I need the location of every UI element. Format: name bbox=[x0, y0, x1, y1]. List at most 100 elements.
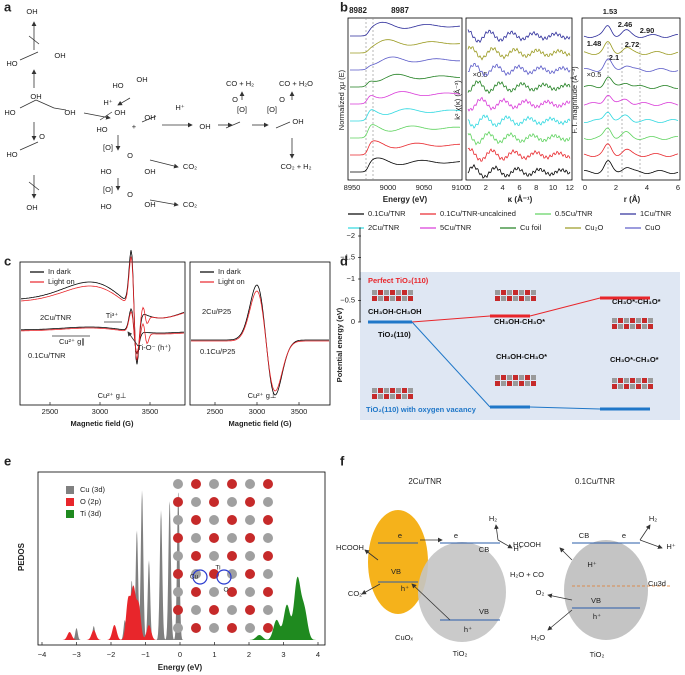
curve bbox=[584, 111, 679, 123]
panel-letter: a bbox=[4, 0, 12, 14]
curve bbox=[191, 290, 329, 392]
atom bbox=[384, 394, 389, 399]
curve bbox=[350, 91, 461, 105]
atom bbox=[501, 381, 506, 386]
atom bbox=[390, 394, 395, 399]
atom bbox=[624, 378, 629, 383]
atom bbox=[378, 388, 383, 393]
atom bbox=[531, 375, 536, 380]
atom bbox=[227, 479, 237, 489]
atom bbox=[519, 296, 524, 301]
label: 2Cu/TNR bbox=[40, 313, 72, 322]
label: Magnetic field (G) bbox=[229, 419, 292, 428]
label: 8982 bbox=[349, 6, 367, 15]
label: Energy (eV) bbox=[383, 195, 428, 204]
label: −1 bbox=[141, 650, 150, 659]
atom bbox=[618, 384, 623, 389]
label: −2 bbox=[346, 231, 355, 240]
curve bbox=[350, 21, 461, 37]
atom bbox=[245, 623, 255, 633]
arrow bbox=[411, 583, 451, 621]
label: Cu bbox=[190, 574, 199, 581]
arrow bbox=[639, 539, 663, 549]
curve bbox=[21, 307, 184, 355]
atom bbox=[396, 394, 401, 399]
atom bbox=[263, 623, 273, 633]
atom bbox=[513, 375, 518, 380]
atom bbox=[191, 497, 201, 507]
label: H₂ bbox=[489, 514, 497, 523]
atom bbox=[384, 290, 389, 295]
atom bbox=[630, 324, 635, 329]
atom bbox=[648, 378, 653, 383]
curve bbox=[468, 63, 571, 77]
curve bbox=[583, 94, 679, 106]
atom bbox=[636, 384, 641, 389]
label: F.T. magnitude (Å⁻³) bbox=[570, 66, 579, 134]
atom bbox=[390, 388, 395, 393]
atom bbox=[378, 394, 383, 399]
label: TiO₂(110) bbox=[378, 330, 411, 339]
bond bbox=[19, 51, 39, 61]
label: 3000 bbox=[92, 407, 109, 416]
atom bbox=[507, 381, 512, 386]
atom bbox=[173, 533, 183, 543]
atom bbox=[173, 515, 183, 525]
curve bbox=[467, 29, 571, 44]
atom bbox=[263, 587, 273, 597]
line bbox=[28, 181, 40, 191]
atom bbox=[227, 587, 237, 597]
legend-label: 5Cu/TNR bbox=[440, 223, 472, 232]
atom bbox=[390, 296, 395, 301]
plot-frame bbox=[465, 17, 573, 181]
label: k² χ(κ) (Å⁻³) bbox=[453, 80, 462, 120]
label: 2.1 bbox=[609, 53, 619, 62]
arrow bbox=[547, 593, 573, 601]
chem-label: OH bbox=[136, 75, 147, 84]
atom bbox=[495, 296, 500, 301]
atom bbox=[408, 388, 413, 393]
connector bbox=[411, 321, 491, 408]
atom bbox=[507, 375, 512, 380]
atom bbox=[227, 623, 237, 633]
label: VB bbox=[479, 607, 489, 616]
atom bbox=[618, 324, 623, 329]
label: Cu²⁺ g∥ bbox=[59, 337, 85, 346]
label: 4 bbox=[316, 650, 320, 659]
label: 12 bbox=[566, 183, 574, 192]
chem-label: O bbox=[279, 95, 285, 104]
chem-label: OH bbox=[114, 108, 125, 117]
atom bbox=[209, 533, 219, 543]
chem-label: O bbox=[127, 151, 133, 160]
line bbox=[28, 35, 40, 45]
label: H⁺ bbox=[513, 544, 522, 553]
label: H₂ bbox=[649, 514, 657, 523]
label: HCOOH bbox=[336, 543, 364, 552]
label: H₂O bbox=[531, 633, 545, 642]
atom bbox=[519, 375, 524, 380]
atom bbox=[372, 290, 377, 295]
curve bbox=[467, 96, 571, 112]
atom bbox=[245, 515, 255, 525]
atom bbox=[191, 605, 201, 615]
atom bbox=[501, 290, 506, 295]
atom bbox=[636, 324, 641, 329]
atom bbox=[525, 296, 530, 301]
label: TiO₂(110) with oxygen vacancy bbox=[366, 405, 477, 414]
label: Potential energy (eV) bbox=[335, 307, 344, 382]
atom bbox=[227, 515, 237, 525]
atom bbox=[402, 394, 407, 399]
atom bbox=[501, 375, 506, 380]
label: e bbox=[622, 531, 626, 540]
atom bbox=[402, 290, 407, 295]
label: O₂ bbox=[536, 588, 545, 597]
label: 1 bbox=[212, 650, 216, 659]
atom bbox=[531, 296, 536, 301]
atom bbox=[396, 296, 401, 301]
curve bbox=[350, 108, 461, 122]
atom bbox=[245, 551, 255, 561]
label: 0 bbox=[178, 650, 182, 659]
chem-label: CO + H₂ bbox=[226, 79, 254, 88]
label: O bbox=[223, 587, 228, 594]
